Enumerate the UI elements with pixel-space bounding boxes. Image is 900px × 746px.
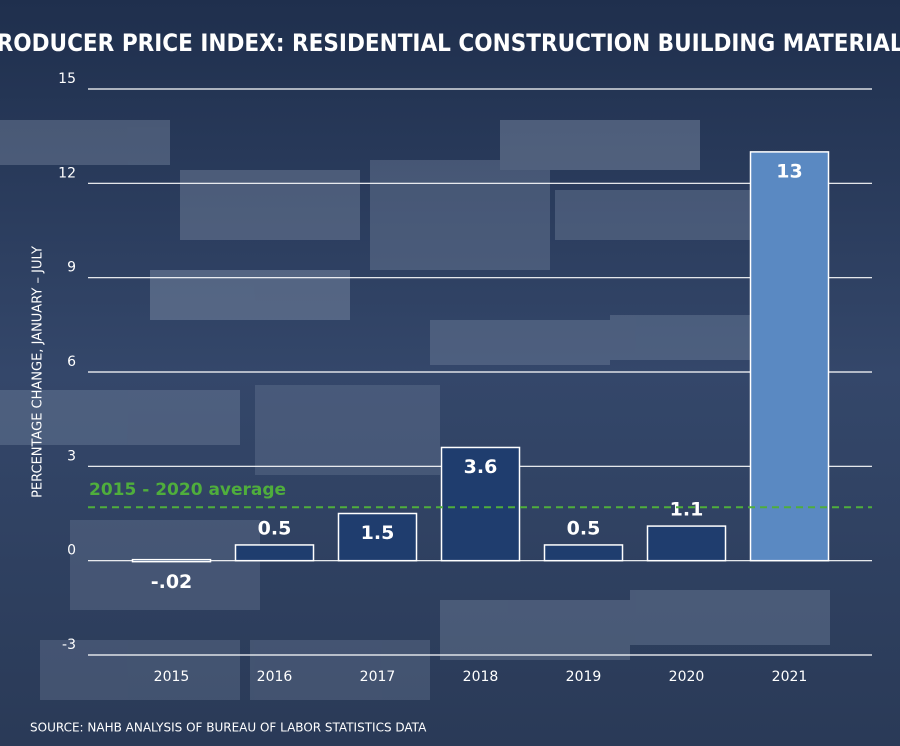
x-tick-label: 2016 [257, 669, 293, 685]
y-tick-label: 15 [58, 71, 76, 87]
bar [337, 512, 418, 562]
y-tick-label: 0 [67, 543, 76, 559]
y-tick-label: -3 [62, 637, 76, 653]
y-tick-label: 12 [58, 165, 76, 181]
y-tick-label: 9 [67, 260, 76, 276]
bar [646, 525, 727, 562]
x-tick-label: 2015 [154, 669, 190, 685]
source: SOURCE: NAHB ANALYSIS OF BUREAU OF LABOR… [30, 721, 427, 735]
y-tick-label: 6 [67, 354, 76, 370]
value-label: 13 [776, 160, 802, 182]
x-tick-label: 2017 [360, 669, 396, 685]
lumber-texture [0, 120, 830, 700]
x-tick-label: 2019 [566, 669, 602, 685]
bar [131, 558, 212, 563]
chart-title: PRODUCER PRICE INDEX: RESIDENTIAL CONSTR… [0, 29, 900, 57]
value-label: -.02 [151, 571, 193, 593]
y-axis-title: PERCENTAGE CHANGE, JANUARY – JULY [31, 246, 46, 498]
value-label: 1.1 [670, 499, 704, 521]
bar [440, 446, 521, 562]
bar [749, 151, 830, 562]
plot-area: -3 0 3 6 9 12 15 2015 -.02 2016 0.5 2017 1.5 2018 3.6 2… [58, 71, 872, 685]
value-label: 0.5 [258, 517, 292, 539]
reference-label: 2015 - 2020 average [89, 480, 286, 500]
value-label: 1.5 [361, 522, 395, 544]
x-tick-label: 2018 [463, 669, 499, 685]
x-tick-label: 2020 [669, 669, 705, 685]
bar [543, 544, 624, 562]
value-label: 3.6 [464, 456, 498, 478]
value-label: 0.5 [567, 517, 601, 539]
x-tick-label: 2021 [772, 669, 808, 685]
y-tick-label: 3 [67, 448, 76, 464]
bar [234, 544, 315, 562]
